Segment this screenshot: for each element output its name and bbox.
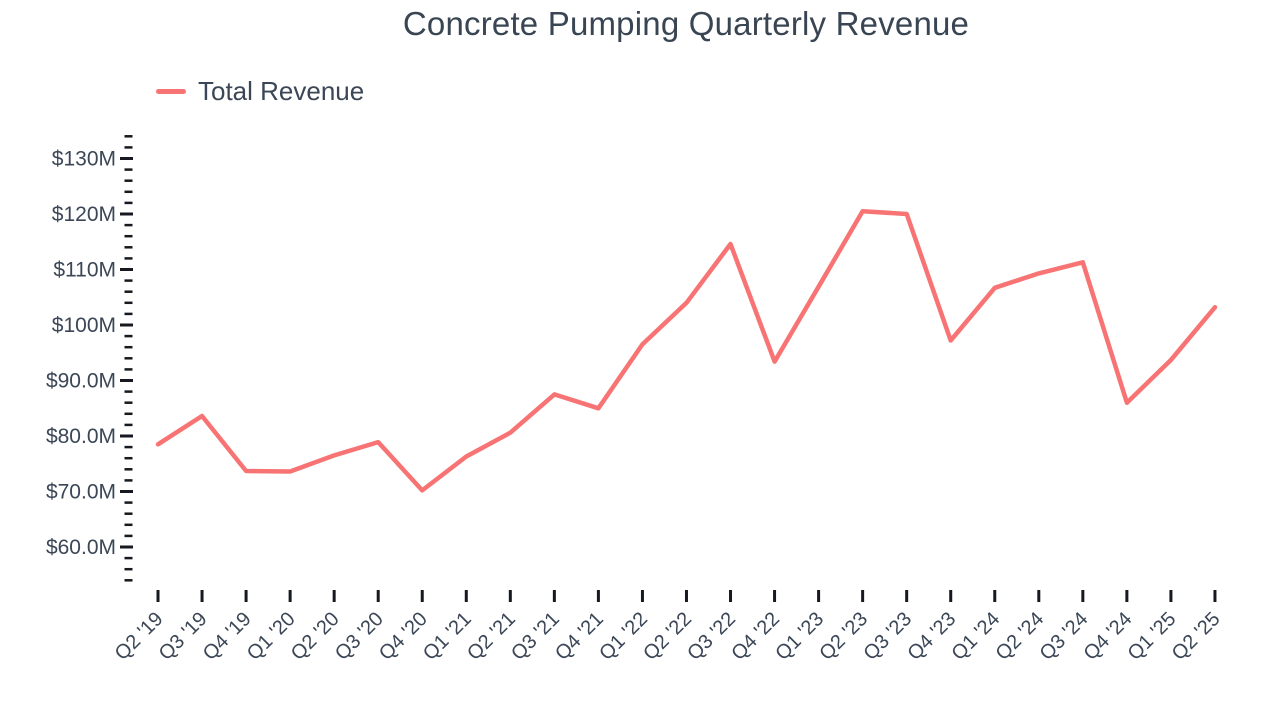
- y-axis-tick-label: $70.0M: [46, 481, 116, 504]
- x-axis-tick-label: Q1 '21: [419, 608, 476, 665]
- x-axis-tick-label: Q4 '22: [727, 608, 784, 665]
- x-axis-tick-label: Q2 '24: [992, 608, 1049, 665]
- x-axis-tick-label: Q4 '24: [1080, 608, 1137, 665]
- x-axis-tick-label: Q1 '23: [771, 608, 828, 665]
- x-axis-tick-label: Q1 '25: [1124, 608, 1181, 665]
- x-axis-tick-label: Q4 '19: [199, 608, 256, 665]
- x-axis-tick-label: Q3 '21: [507, 608, 564, 665]
- x-axis-tick-label: Q2 '22: [639, 608, 696, 665]
- x-axis-tick-label: Q1 '20: [243, 608, 300, 665]
- x-axis-tick-label: Q2 '20: [287, 608, 344, 665]
- y-axis-tick-label: $120M: [52, 203, 116, 226]
- x-axis-tick-label: Q3 '19: [155, 608, 212, 665]
- x-axis-tick-label: Q3 '20: [331, 608, 388, 665]
- y-axis-tick-label: $130M: [52, 148, 116, 171]
- total-revenue-line: [155, 208, 1218, 493]
- x-axis-tick-label: Q2 '25: [1168, 608, 1225, 665]
- y-axis-tick-label: $80.0M: [46, 425, 116, 448]
- y-axis-tick-label: $60.0M: [46, 536, 116, 559]
- x-axis-tick-label: Q2 '21: [463, 608, 520, 665]
- x-axis-tick-label: Q1 '22: [595, 608, 652, 665]
- legend-label: Total Revenue: [198, 76, 365, 106]
- x-axis-tick-label: Q3 '24: [1036, 608, 1093, 665]
- y-axis-tick-label: $110M: [53, 259, 116, 282]
- legend-line-swatch: [156, 89, 186, 94]
- x-axis-tick-label: Q3 '22: [683, 608, 740, 665]
- x-axis-tick-label: Q4 '23: [903, 608, 960, 665]
- y-axis-tick-label: $90.0M: [46, 370, 116, 393]
- x-axis-tick-label: Q1 '24: [948, 608, 1005, 665]
- x-axis-tick-label: Q2 '19: [111, 608, 168, 665]
- legend-item-total-revenue[interactable]: Total Revenue: [156, 76, 364, 107]
- y-axis-tick-label: $100M: [52, 314, 116, 337]
- chart-title: Concrete Pumping Quarterly Revenue: [402, 5, 970, 42]
- x-axis-tick-label: Q3 '23: [859, 608, 916, 665]
- x-axis-tick-label: Q2 '23: [815, 608, 872, 665]
- x-axis-tick-label: Q4 '20: [375, 608, 432, 665]
- x-axis-tick-label: Q4 '21: [551, 608, 608, 665]
